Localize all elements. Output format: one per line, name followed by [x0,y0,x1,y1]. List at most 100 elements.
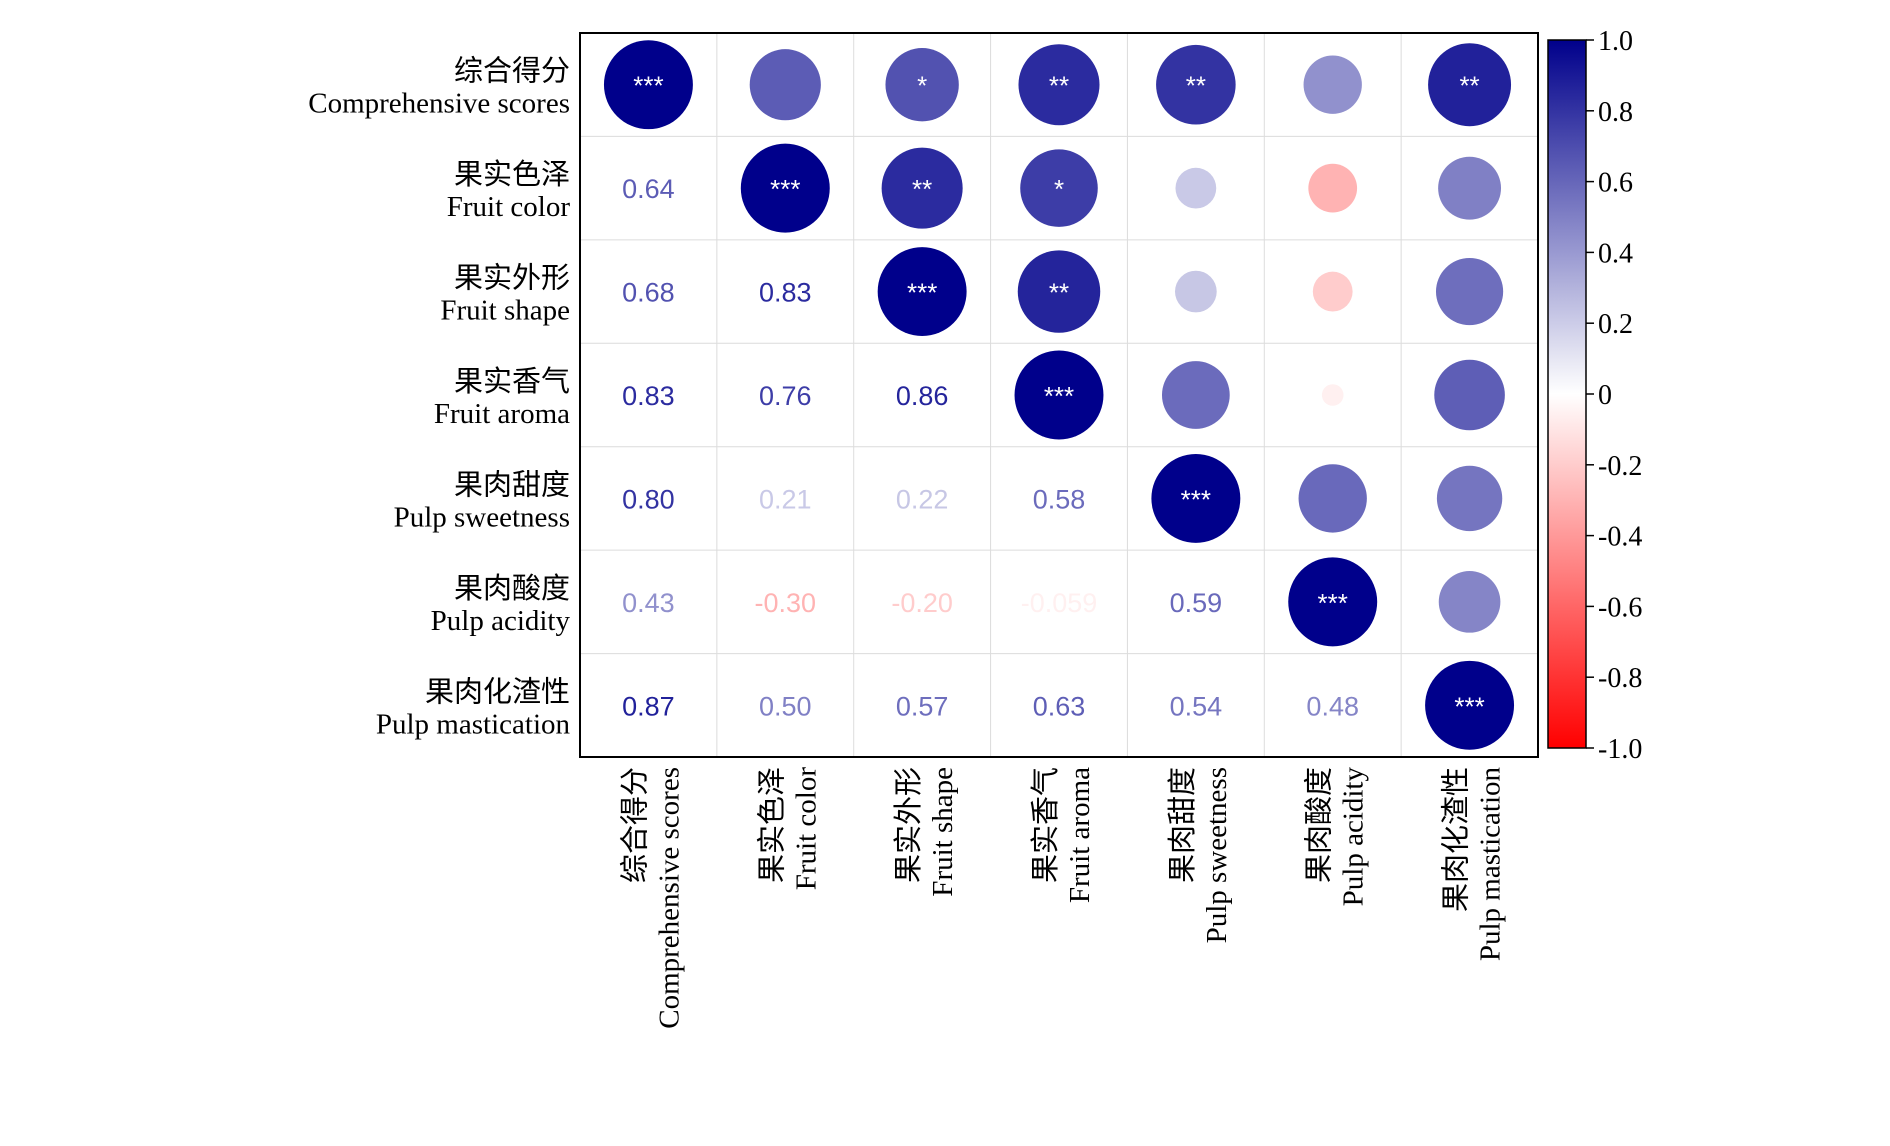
row-label-en: Pulp acidity [431,605,571,637]
corr-value-label: 0.21 [759,484,812,514]
significance-stars: ** [1049,71,1069,101]
col-label-en: Fruit color [790,767,822,891]
corr-circle [1018,44,1100,126]
corr-value-label: 0.86 [896,381,949,411]
corr-circle [1438,156,1502,220]
col-label-en: Pulp sweetness [1201,767,1233,943]
corr-value-label: 0.76 [759,381,812,411]
corr-value-label: 0.80 [622,484,675,514]
corr-value-label: 0.57 [896,691,949,721]
col-label-zh: 果肉化渣性 [1440,767,1473,912]
corr-value-label: 0.22 [896,484,949,514]
significance-stars: ** [1186,71,1206,101]
corr-value-label: 0.58 [1033,484,1086,514]
significance-stars: * [917,71,927,101]
corr-circle [1175,167,1217,209]
colorbar-tick-label: 0.6 [1598,168,1633,199]
corr-circle [603,40,693,130]
significance-stars: *** [1044,381,1074,411]
row-label-en: Pulp sweetness [394,501,570,533]
row-label-zh: 果实外形 [454,262,570,295]
colorbar-tick-label: 0.2 [1598,309,1633,340]
corr-circle [1303,55,1362,114]
significance-stars: * [1054,174,1064,204]
corr-value-label: 0.59 [1170,588,1223,618]
row-label-en: Fruit color [447,191,571,223]
col-label-en: Fruit shape [927,767,959,897]
corr-value-label: 0.68 [622,278,675,308]
colorbar-tick-label: -0.2 [1598,451,1642,482]
significance-stars: ** [1049,278,1069,308]
corr-circle [881,147,963,229]
corr-circle [1151,453,1241,543]
row-label-zh: 果实色泽 [454,158,570,191]
col-label-zh: 果实香气 [1029,767,1062,883]
colorbar-tick-label: 0.8 [1598,97,1633,128]
corr-circle [740,143,830,233]
corr-circle [1298,464,1367,533]
colorbar-tick-label: 1.0 [1598,26,1633,57]
corr-circle [1308,163,1358,213]
corr-value-label: 0.54 [1170,691,1223,721]
significance-stars: *** [907,278,937,308]
colorbar-tick-label: -0.6 [1598,592,1642,623]
corr-value-label: -0.30 [755,588,817,618]
corr-circle [1434,359,1505,431]
significance-stars: *** [1454,691,1484,721]
corr-circle [1014,350,1104,440]
colorbar [1547,39,1587,749]
significance-stars: *** [1318,588,1348,618]
col-label-zh: 果实色泽 [755,767,788,883]
row-label-zh: 果实香气 [454,365,570,398]
significance-stars: *** [633,71,663,101]
corr-circle [1174,270,1217,313]
corr-circle [1017,250,1101,333]
corr-value-label: 0.87 [622,691,675,721]
corr-value-label: -0.20 [891,588,953,618]
corr-value-label: -0.059 [1021,588,1098,618]
significance-stars: ** [912,174,932,204]
colorbar-tick-label: 0.4 [1598,238,1633,269]
corr-value-label: 0.83 [622,381,675,411]
row-label-en: Fruit aroma [434,398,570,430]
row-label-zh: 综合得分 [454,55,570,88]
colorbar-tick-label: -1.0 [1598,734,1642,765]
col-label-en: Pulp mastication [1475,767,1507,962]
colorbar-tick-label: -0.8 [1598,663,1642,694]
corr-value-label: 0.43 [622,588,675,618]
corr-circle [1020,149,1098,227]
col-label-zh: 果肉甜度 [1166,767,1199,883]
row-label-zh: 果肉甜度 [454,468,570,501]
corr-value-label: 0.50 [759,691,812,721]
corr-circle [1438,571,1501,633]
colorbar-tick-label: -0.4 [1598,522,1642,553]
col-label-zh: 果肉酸度 [1303,767,1336,883]
corr-circle [1436,465,1503,532]
corr-circle [877,247,967,337]
row-label-en: Pulp mastication [376,708,571,740]
corr-circle [885,48,959,122]
significance-stars: *** [1181,484,1211,514]
significance-stars: ** [1459,71,1479,101]
row-label-en: Fruit shape [440,295,570,327]
row-label-zh: 果肉酸度 [454,572,570,605]
corr-value-label: 0.64 [622,174,675,204]
corr-circle [1425,660,1515,750]
corr-circle [1321,384,1344,406]
row-label-en: Comprehensive scores [308,88,570,120]
corr-circle [1156,44,1236,125]
plot-frame [579,32,1539,758]
corr-circle [1161,361,1230,429]
col-label-en: Pulp acidity [1338,767,1370,907]
corr-circle [1288,557,1378,647]
corr-value-label: 0.83 [759,278,812,308]
row-label-zh: 果肉化渣性 [425,675,570,708]
corr-circle [749,49,821,121]
corr-circle [1312,271,1353,312]
corr-circle [1428,43,1512,127]
corr-circle [1435,257,1504,326]
colorbar-tick-label: 0 [1598,380,1612,411]
corr-value-label: 0.63 [1033,691,1086,721]
col-label-en: Fruit aroma [1064,767,1096,903]
